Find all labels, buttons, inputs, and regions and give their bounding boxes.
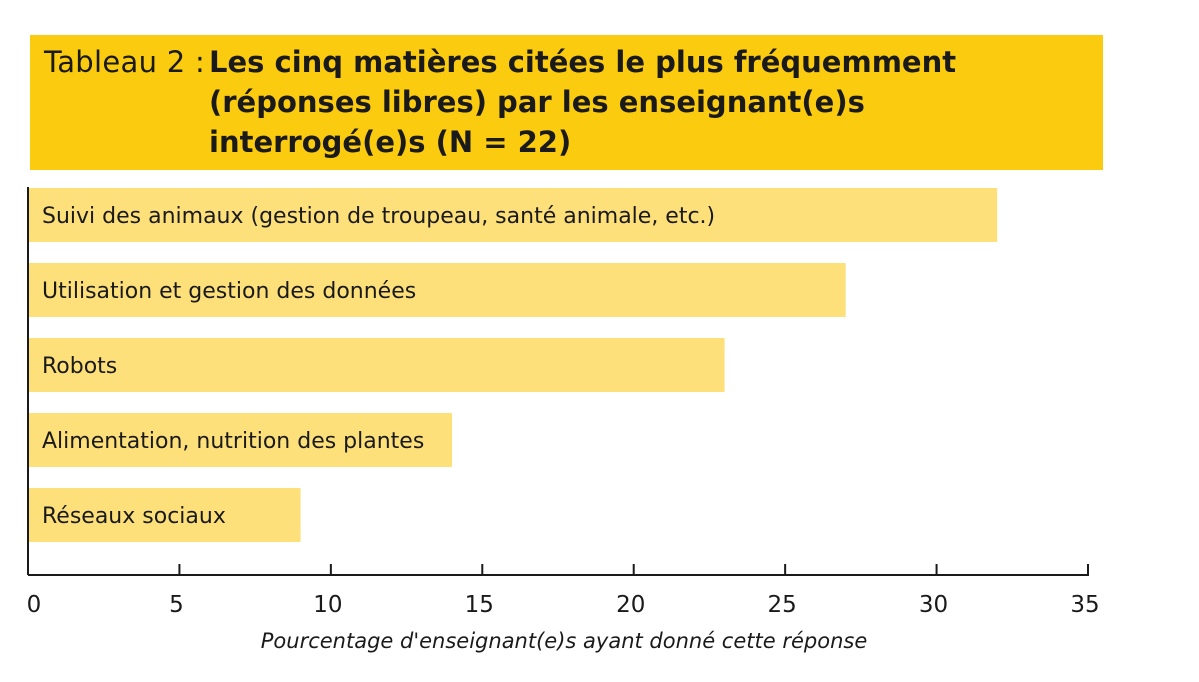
bar-4 bbox=[28, 413, 452, 467]
chart-title: Les cinq matières citées le plus fréquem… bbox=[209, 45, 957, 159]
bar-1 bbox=[28, 188, 998, 242]
bar-5 bbox=[28, 488, 301, 542]
x-ticks-group: 0 5 10 15 20 25 30 35 bbox=[27, 564, 1100, 618]
x-tick-label-20: 20 bbox=[616, 592, 645, 618]
bar-3 bbox=[28, 338, 725, 392]
x-tick-label-10: 10 bbox=[313, 592, 342, 618]
x-tick-label-15: 15 bbox=[465, 592, 494, 618]
bar-label-5: Réseaux sociaux bbox=[42, 504, 226, 529]
x-tick-label-0: 0 bbox=[27, 592, 42, 618]
chart-title-box: Tableau 2 : Les cinq matières citées le … bbox=[30, 35, 1103, 170]
x-axis-title: Pourcentage d'enseignant(e)s ayant donné… bbox=[261, 629, 867, 653]
bars-group: Suivi des animaux (gestion de troupeau, … bbox=[28, 188, 998, 542]
bar-label-2: Utilisation et gestion des données bbox=[42, 279, 416, 304]
x-tick-label-5: 5 bbox=[169, 592, 184, 618]
bar-label-1: Suivi des animaux (gestion de troupeau, … bbox=[42, 204, 715, 229]
x-tick-label-35: 35 bbox=[1070, 592, 1099, 618]
x-tick-label-25: 25 bbox=[768, 592, 797, 618]
bar-label-4: Alimentation, nutrition des plantes bbox=[42, 429, 424, 454]
bar-2 bbox=[28, 263, 846, 317]
title-prefix: Tableau 2 : bbox=[44, 45, 206, 79]
x-tick-label-30: 30 bbox=[919, 592, 948, 618]
bar-label-3: Robots bbox=[42, 354, 117, 379]
